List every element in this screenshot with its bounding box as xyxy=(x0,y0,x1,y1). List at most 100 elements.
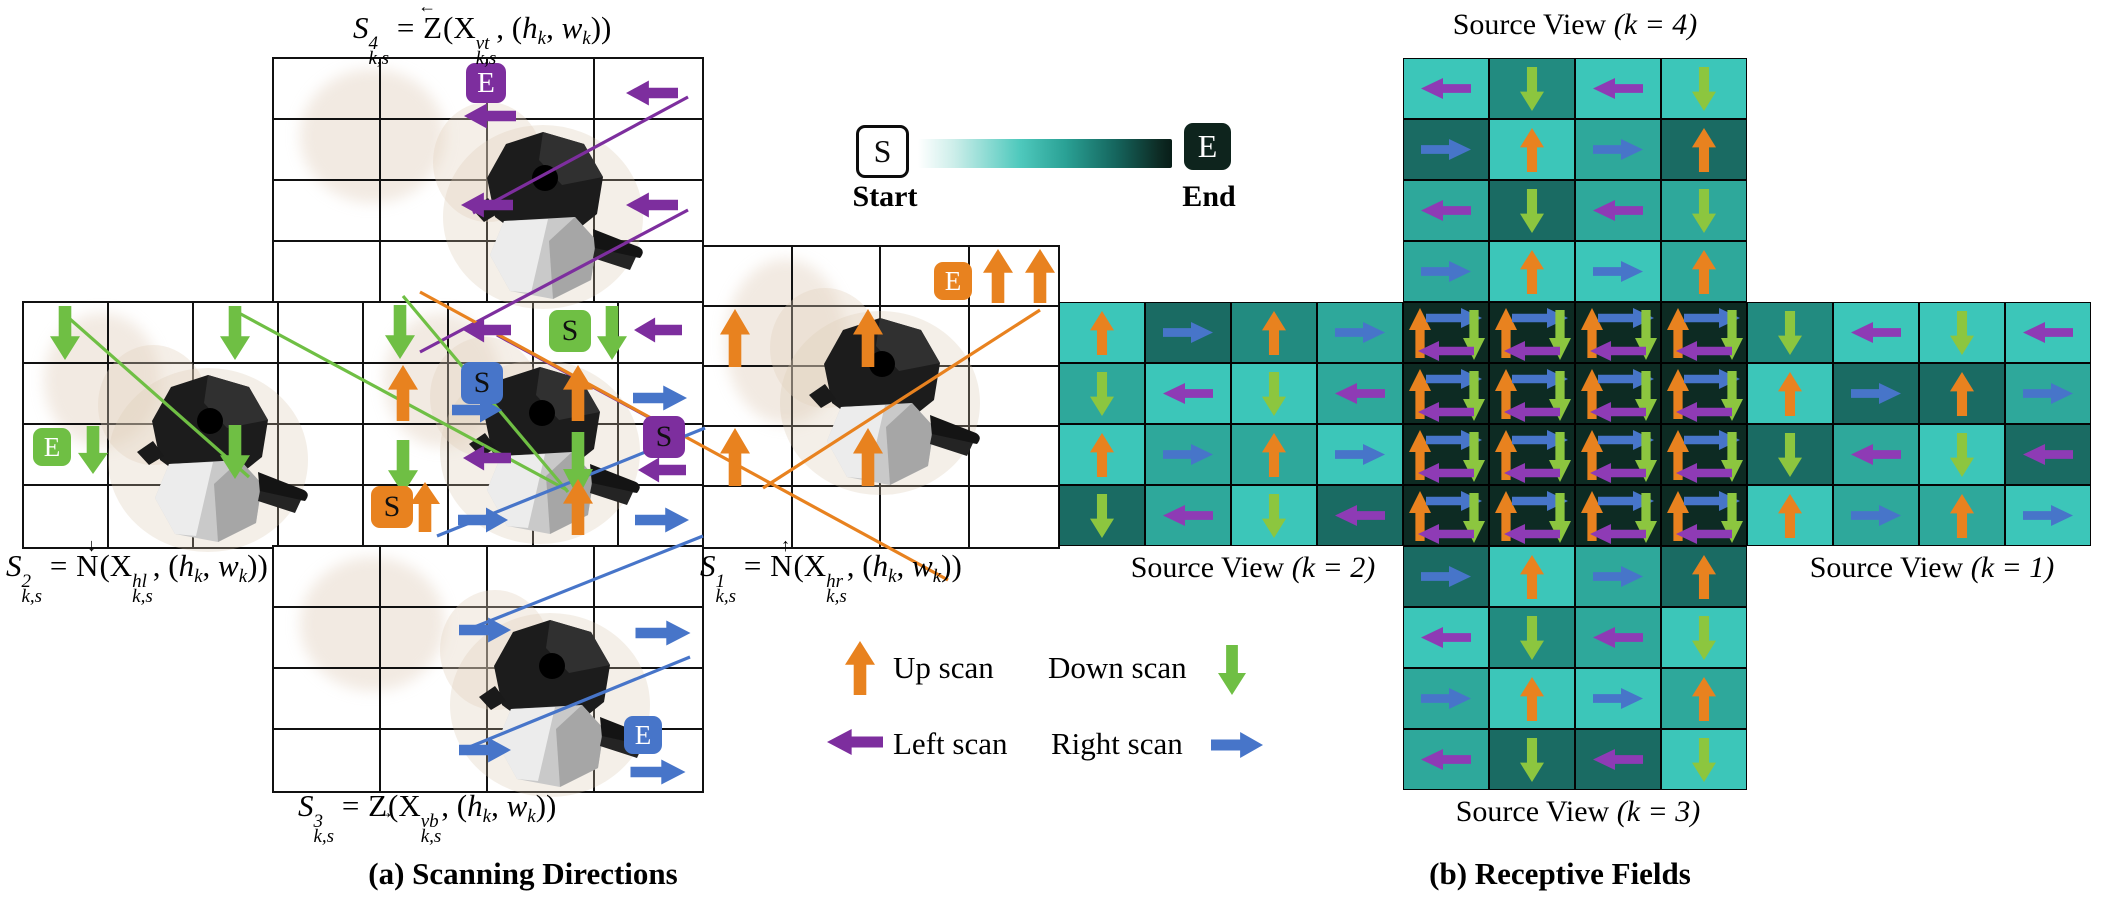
receptive-field-cell xyxy=(1317,485,1403,546)
grid-cell xyxy=(24,486,109,547)
grid-cell xyxy=(619,486,704,547)
receptive-field-cell xyxy=(1489,729,1575,790)
grid-cell xyxy=(381,547,488,608)
grid-cell xyxy=(881,307,970,367)
receptive-field-cell xyxy=(1575,546,1661,607)
reference-cell-all-scans xyxy=(1575,302,1661,363)
receptive-field-cell xyxy=(1919,485,2005,546)
grid-cell xyxy=(792,367,881,427)
right-scan-arrow xyxy=(1512,491,1568,511)
receptive-field-cell xyxy=(1403,58,1489,119)
receptive-field-cell xyxy=(1231,424,1317,485)
right-scan-arrow xyxy=(1593,566,1643,587)
up-scan-arrow xyxy=(1778,371,1802,416)
scan-start-badge-purple: S xyxy=(643,416,685,458)
left-scan-arrow xyxy=(1421,627,1471,648)
grid-cell xyxy=(274,669,381,730)
up-scan-arrow xyxy=(1090,310,1114,355)
grid-cell xyxy=(449,486,534,547)
up-scan-arrow xyxy=(1520,676,1544,721)
up-scan-label: Up scan xyxy=(893,650,994,685)
receptive-field-cell xyxy=(1231,485,1317,546)
scan-start-badge-blue: S xyxy=(461,362,503,404)
grid-cell xyxy=(109,486,194,547)
reference-view-center-grid xyxy=(1403,302,1747,546)
grid-cell xyxy=(364,303,449,364)
reference-cell-all-scans xyxy=(1403,485,1489,546)
left-scan-arrow xyxy=(1676,402,1732,422)
right-scan-arrow xyxy=(1512,430,1568,450)
right-scan-arrow xyxy=(1426,308,1482,328)
grid-cell xyxy=(793,487,881,547)
up-scan-arrow xyxy=(1262,310,1286,355)
left-scan-arrow xyxy=(1504,341,1560,361)
grid-cell xyxy=(704,247,793,307)
receptive-field-cell xyxy=(2005,424,2091,485)
up-scan-arrow xyxy=(1090,432,1114,477)
right-scan-arrow xyxy=(1335,444,1385,465)
receptive-field-cell xyxy=(1145,363,1231,424)
left-scan-arrow xyxy=(1590,341,1646,361)
grid-cell xyxy=(279,364,364,425)
receptive-field-cell xyxy=(1575,119,1661,180)
right-scan-arrow xyxy=(1684,369,1740,389)
right-scan-arrow xyxy=(1598,369,1654,389)
grid-cell xyxy=(792,427,881,487)
left-scan-arrow xyxy=(1335,383,1385,404)
scan-start-badge-orange: S xyxy=(371,486,413,528)
up-scan-arrow xyxy=(1692,249,1716,294)
receptive-field-cell xyxy=(1661,180,1747,241)
receptive-field-cell xyxy=(1575,58,1661,119)
grid-cell xyxy=(969,247,1058,307)
grid-cell xyxy=(881,367,970,427)
grid-cell xyxy=(279,486,364,547)
left-scan-arrow xyxy=(1418,524,1474,544)
left-scan-arrow xyxy=(2023,322,2073,343)
grid-cell xyxy=(194,303,279,364)
receptive-field-cell xyxy=(1919,363,2005,424)
receptive-field-cell xyxy=(1489,180,1575,241)
grid-cell xyxy=(381,669,488,730)
receptive-field-cell xyxy=(1059,424,1145,485)
left-grid xyxy=(22,301,366,549)
right-scan-arrow xyxy=(1684,491,1740,511)
right-scan-arrow xyxy=(1426,369,1482,389)
receptive-field-cell xyxy=(1059,485,1145,546)
grid-cell xyxy=(488,120,595,181)
left-scan-arrow xyxy=(1593,627,1643,648)
receptive-field-cell xyxy=(1489,241,1575,302)
source-view-k4-label: Source View (k = 4) xyxy=(1452,8,1698,41)
reference-cell-all-scans xyxy=(1403,302,1489,363)
right-scan-arrow xyxy=(1593,139,1643,160)
receptive-field-cell xyxy=(2005,485,2091,546)
scan-formula-s2: S 2 k,s = N ↓ (X hl k,s, (hk, wk)) xyxy=(6,535,268,607)
grid-cell xyxy=(595,59,702,120)
right-scan-arrow xyxy=(1421,688,1471,709)
grid-cell xyxy=(449,303,534,364)
scan-order-gradient-bar xyxy=(918,139,1172,168)
grid-cell xyxy=(381,120,488,181)
down-scan-arrow xyxy=(1218,645,1246,695)
panel-b-caption: (b) Receptive Fields xyxy=(1429,856,1691,891)
right-scan-arrow xyxy=(1512,369,1568,389)
right-scan-arrow xyxy=(1593,688,1643,709)
grid-cell xyxy=(109,364,194,425)
receptive-field-cell xyxy=(1833,363,1919,424)
receptive-field-cell xyxy=(1403,729,1489,790)
grid-cell xyxy=(704,307,793,367)
left-scan-arrow xyxy=(1504,524,1560,544)
receptive-field-cell xyxy=(1833,302,1919,363)
right-scan-arrow xyxy=(1426,491,1482,511)
down-scan-arrow xyxy=(1778,310,1802,355)
grid-cell xyxy=(488,547,595,608)
scan-end-badge-orange: E xyxy=(934,262,972,300)
reference-cell-all-scans xyxy=(1489,424,1575,485)
receptive-field-cell xyxy=(1231,363,1317,424)
left-scan-arrow xyxy=(1418,341,1474,361)
grid-cell xyxy=(534,486,619,547)
up-scan-arrow xyxy=(1692,676,1716,721)
right-scan-arrow xyxy=(1684,308,1740,328)
scan-end-badge-green: E xyxy=(33,428,71,466)
left-scan-arrow xyxy=(1421,749,1471,770)
receptive-field-cell xyxy=(1661,119,1747,180)
